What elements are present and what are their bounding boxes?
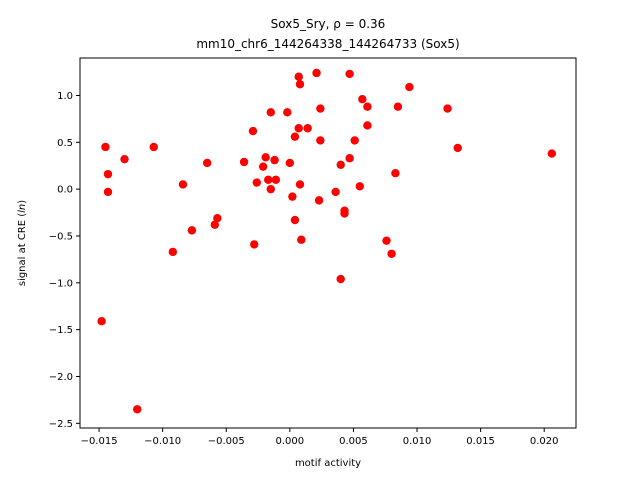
data-points bbox=[97, 68, 557, 414]
scatter-point bbox=[405, 82, 414, 92]
scatter-point bbox=[103, 187, 113, 197]
scatter-point bbox=[168, 247, 178, 257]
scatter-point bbox=[290, 215, 300, 225]
scatter-point bbox=[239, 157, 249, 167]
x-tick-label: 0.005 bbox=[339, 436, 368, 447]
scatter-point bbox=[101, 142, 110, 152]
scatter-point bbox=[264, 175, 273, 184]
scatter-point bbox=[270, 155, 279, 165]
chart-title-line2: mm10_chr6_144264338_144264733 (Sox5) bbox=[196, 37, 459, 51]
y-tick-label: −1.0 bbox=[49, 278, 73, 289]
scatter-point bbox=[133, 405, 142, 414]
scatter-point bbox=[288, 192, 297, 201]
scatter-point bbox=[266, 108, 275, 117]
scatter-point bbox=[314, 196, 324, 205]
scatter-point bbox=[250, 240, 259, 249]
scatter-point bbox=[97, 317, 106, 326]
y-tick-label: 1.0 bbox=[57, 91, 73, 102]
scatter-point bbox=[202, 158, 212, 168]
scatter-point bbox=[252, 178, 261, 187]
scatter-point bbox=[303, 124, 312, 133]
chart-title-line1: Sox5_Sry, ρ = 0.36 bbox=[271, 17, 386, 31]
scatter-point bbox=[340, 209, 349, 218]
plot-frame bbox=[79, 57, 577, 429]
y-tick-label: 0.0 bbox=[57, 185, 73, 196]
scatter-point bbox=[178, 180, 188, 189]
y-axis-label: signal at CRE (ln) bbox=[17, 200, 28, 286]
scatter-point bbox=[248, 126, 258, 136]
x-tick-label: −0.005 bbox=[208, 436, 245, 447]
scatter-point bbox=[331, 187, 340, 197]
scatter-point bbox=[316, 136, 325, 145]
y-axis-label-text: signal at CRE ( bbox=[17, 213, 28, 286]
scatter-point bbox=[258, 162, 268, 171]
y-axis-label-ln: ln bbox=[17, 204, 28, 213]
scatter-point bbox=[120, 154, 129, 164]
scatter-point bbox=[547, 149, 557, 158]
y-tick-label: −0.5 bbox=[49, 231, 73, 242]
scatter-point bbox=[261, 153, 270, 162]
y-axis-label-close: ) bbox=[17, 200, 28, 204]
y-tick-label: 0.5 bbox=[57, 138, 73, 149]
scatter-point bbox=[294, 72, 303, 81]
x-axis-label: motif activity bbox=[295, 458, 361, 469]
scatter-point bbox=[266, 184, 275, 194]
scatter-point bbox=[213, 213, 222, 223]
scatter-point bbox=[295, 180, 305, 189]
scatter-point bbox=[355, 182, 364, 191]
scatter-point bbox=[393, 102, 403, 111]
scatter-point bbox=[149, 142, 158, 152]
scatter-point bbox=[345, 69, 354, 79]
y-axis-ticks: −2.5 −2.0 −1.5 −1.0 −0.5 0.0 0.5 1.0 bbox=[49, 91, 80, 430]
y-tick-label: −2.0 bbox=[49, 372, 73, 383]
scatter-point bbox=[285, 158, 295, 168]
scatter-point bbox=[297, 235, 306, 244]
scatter-point bbox=[290, 132, 300, 141]
y-tick-label: −1.5 bbox=[49, 325, 73, 336]
scatter-point bbox=[187, 226, 197, 235]
x-tick-label: −0.010 bbox=[144, 436, 181, 447]
scatter-point bbox=[443, 104, 452, 113]
x-tick-label: 0.015 bbox=[466, 436, 495, 447]
y-tick-label: −2.5 bbox=[49, 419, 73, 430]
scatter-point bbox=[387, 249, 396, 258]
x-axis-ticks: −0.015 −0.010 −0.005 0.000 0.005 0.010 0.015 0.… bbox=[81, 428, 559, 447]
scatter-point bbox=[283, 108, 292, 117]
x-tick-label: 0.010 bbox=[403, 436, 432, 447]
scatter-point bbox=[382, 236, 391, 245]
scatter-point bbox=[363, 102, 372, 111]
scatter-point bbox=[103, 169, 113, 179]
scatter-point bbox=[294, 124, 303, 133]
scatter-point bbox=[358, 95, 367, 104]
scatter-point bbox=[336, 274, 345, 284]
scatter-point bbox=[363, 121, 372, 130]
scatter-point bbox=[350, 136, 359, 145]
scatter-point bbox=[271, 175, 281, 184]
x-tick-label: −0.015 bbox=[81, 436, 118, 447]
scatter-point bbox=[336, 160, 345, 169]
scatter-point bbox=[295, 80, 305, 89]
scatter-point bbox=[391, 169, 400, 178]
scatter-point bbox=[345, 154, 354, 163]
scatter-point bbox=[210, 220, 220, 229]
scatter-point bbox=[316, 104, 325, 113]
scatter-point bbox=[453, 143, 462, 153]
x-tick-label: 0.020 bbox=[530, 436, 559, 447]
x-tick-label: 0.000 bbox=[276, 436, 305, 447]
scatter-point bbox=[312, 68, 321, 78]
